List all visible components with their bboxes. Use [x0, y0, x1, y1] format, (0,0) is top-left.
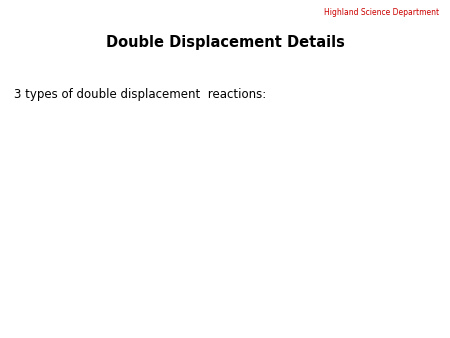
Text: Highland Science Department: Highland Science Department — [324, 8, 439, 18]
Text: Double Displacement Details: Double Displacement Details — [106, 35, 344, 50]
Text: 3 types of double displacement  reactions:: 3 types of double displacement reactions… — [14, 88, 266, 101]
